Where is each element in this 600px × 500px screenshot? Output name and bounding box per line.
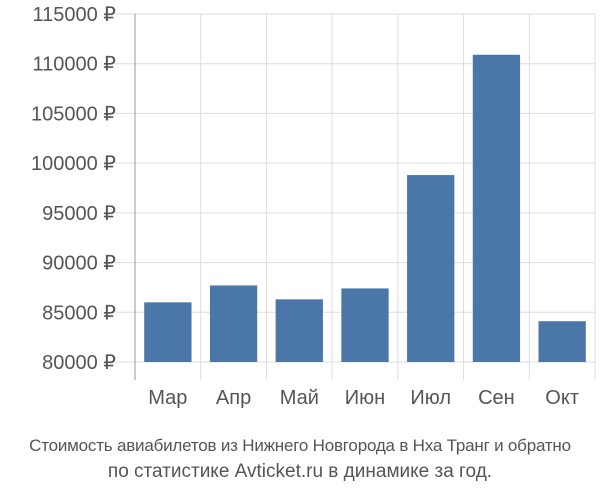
x-tick-label: Сен	[478, 387, 515, 409]
bar-2	[209, 285, 258, 362]
bar-4	[341, 288, 389, 362]
y-tick-label: 80000 ₽	[42, 352, 116, 374]
y-tick-label: 105000 ₽	[31, 103, 116, 125]
bar-5	[407, 175, 455, 362]
y-tick-label: 110000 ₽	[32, 54, 116, 76]
bar-chart: 80000 ₽ 85000 ₽ 90000 ₽ 95000 ₽ 100000 ₽ 1050…	[31, 4, 596, 409]
y-tick-label: 95000 ₽	[42, 203, 116, 225]
bar-6	[472, 54, 521, 362]
chart-caption-line-1: Стоимость авиабилетов из Нижнего Новгоро…	[29, 436, 571, 455]
x-tick-label: Окт	[545, 387, 579, 409]
x-tick-label: Апр	[216, 387, 251, 409]
x-tick-label: Май	[280, 387, 319, 409]
y-tick-labels: 80000 ₽ 85000 ₽ 90000 ₽ 95000 ₽ 100000 ₽ 1050…	[31, 4, 116, 374]
x-tick-label: Мар	[148, 387, 187, 409]
bar-7	[538, 321, 586, 362]
y-tick-label: 85000 ₽	[42, 302, 116, 324]
y-tick-label: 100000 ₽	[31, 153, 116, 175]
x-tick-label: Июн	[345, 387, 385, 409]
y-tick-label: 115000 ₽	[32, 4, 116, 26]
y-tick-label: 90000 ₽	[42, 253, 116, 275]
grid-lines	[115, 13, 596, 380]
bars	[144, 54, 586, 362]
chart-caption-line-2: по статистике Avticket.ru в динамике за …	[107, 461, 493, 482]
bar-3	[275, 299, 323, 362]
bar-1	[144, 302, 192, 362]
x-tick-labels: Мар Апр Май Июн Июл Сен Окт	[148, 387, 579, 409]
x-tick-label: Июл	[410, 387, 451, 409]
